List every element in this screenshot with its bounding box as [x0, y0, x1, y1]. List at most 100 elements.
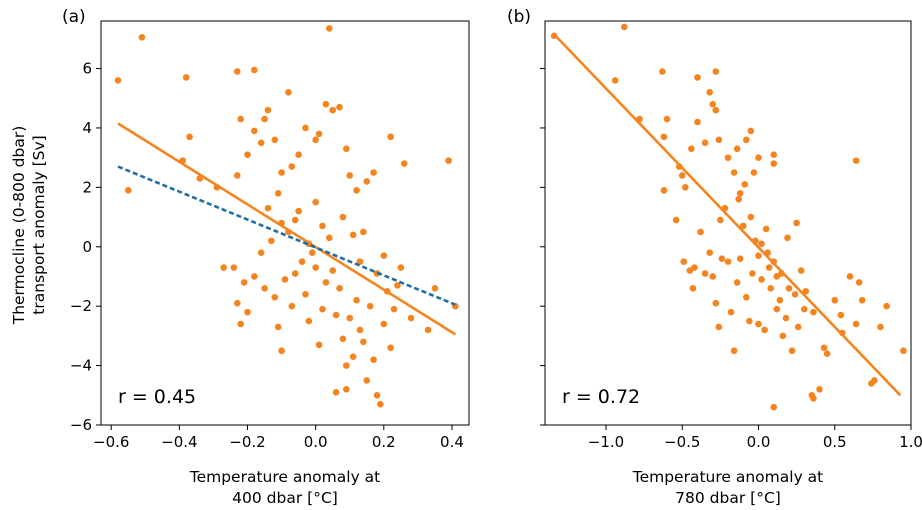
- data-point-a: [349, 231, 357, 239]
- data-point-a: [360, 228, 367, 236]
- data-point-a: [251, 273, 258, 280]
- data-point-b: [724, 154, 732, 161]
- data-point-a: [346, 314, 354, 322]
- data-point-b: [736, 189, 744, 197]
- data-point-b: [739, 222, 747, 230]
- data-point-b: [871, 377, 878, 384]
- y-axis-label: Thermocline (0-800 dbar) transport anoma…: [10, 126, 48, 326]
- data-point-a: [291, 216, 299, 224]
- data-point-b: [823, 350, 831, 358]
- data-point-b: [770, 151, 778, 158]
- data-point-a: [424, 326, 432, 334]
- data-point-b: [797, 267, 805, 274]
- data-point-a: [315, 130, 323, 138]
- data-point-a: [390, 305, 398, 313]
- data-point-a: [268, 237, 275, 245]
- data-point-b: [715, 323, 723, 331]
- data-point-a: [329, 106, 337, 114]
- plot-area-b: −1.0 −0.5 0.0 0.5 1.0 r = 0.72: [540, 20, 922, 451]
- data-point-a: [394, 282, 401, 289]
- data-point-b: [761, 326, 768, 334]
- data-point-b: [773, 305, 781, 313]
- data-point-a: [240, 279, 248, 286]
- data-point-b: [900, 347, 907, 355]
- data-point-a: [264, 106, 272, 114]
- data-point-b: [837, 311, 845, 319]
- data-point-b: [694, 118, 701, 126]
- data-point-a: [302, 290, 309, 298]
- data-point-a: [261, 115, 268, 123]
- y-tick-label-a: −2: [70, 297, 92, 315]
- x-tick-label-a: 0.4: [440, 433, 464, 451]
- data-point-a: [233, 68, 241, 75]
- y-tick-label-a: −4: [70, 357, 92, 375]
- data-point-b: [730, 169, 738, 176]
- x-tick-label-b: −1.0: [588, 433, 624, 451]
- data-point-a: [322, 100, 330, 108]
- data-point-a: [264, 204, 272, 212]
- fit-line-b: [553, 33, 902, 397]
- data-point-b: [709, 273, 717, 280]
- data-point-b: [736, 255, 744, 262]
- x-axis-label-a-line-2: 400 dbar [°C]: [232, 489, 338, 507]
- data-point-a: [353, 187, 360, 194]
- axes-frame-b: [544, 20, 912, 426]
- data-point-a: [244, 308, 251, 316]
- data-point-a: [271, 136, 279, 144]
- data-point-b: [750, 169, 758, 176]
- y-tick-label-a: 6: [82, 60, 92, 78]
- data-point-b: [883, 302, 890, 310]
- data-point-b: [767, 285, 774, 292]
- x-tick-label-b: 0.0: [747, 433, 771, 451]
- data-point-a: [288, 163, 296, 170]
- data-point-b: [846, 273, 854, 280]
- x-tick-label-a: 0.2: [372, 433, 396, 451]
- data-point-a: [343, 145, 350, 153]
- data-point-b: [724, 258, 732, 265]
- data-point-b: [788, 347, 796, 355]
- data-point-b: [758, 276, 765, 283]
- data-point-a: [363, 377, 371, 384]
- data-point-a: [339, 213, 347, 221]
- x-axis-label-b-line-1: Temperature anomaly at: [632, 468, 824, 486]
- data-point-b: [715, 136, 723, 144]
- data-point-a: [339, 335, 347, 343]
- data-point-b: [743, 293, 750, 301]
- data-point-b: [770, 403, 778, 411]
- data-point-b: [800, 305, 808, 313]
- data-point-a: [233, 299, 241, 307]
- data-point-b: [678, 172, 686, 179]
- panel-b: (b) −1.0 −0.5 0.0 0.5 1.0 r = 0.72 Temperatur…: [507, 7, 922, 507]
- data-point-b: [659, 68, 666, 75]
- data-point-b: [765, 264, 773, 271]
- data-point-a: [233, 172, 241, 179]
- data-point-b: [663, 115, 671, 123]
- panel-b-label: (b): [507, 7, 531, 27]
- data-point-a: [251, 127, 258, 135]
- data-point-b: [611, 77, 619, 84]
- correlation-label-b: r = 0.72: [562, 386, 640, 408]
- y-axis-label-line-2: transport anomaly [Sv]: [30, 135, 48, 314]
- data-point-a: [244, 151, 251, 158]
- plot-area-a: −0.6 −0.4 −0.2 0.0 0.2 0.4 −6 −4 −2 0 2 4 6 r = 0.45: [70, 20, 470, 451]
- data-point-b: [706, 249, 713, 257]
- data-point-b: [733, 145, 741, 153]
- data-point-b: [858, 296, 866, 304]
- data-point-b: [831, 296, 839, 304]
- data-point-a: [274, 189, 282, 197]
- data-point-b: [689, 285, 697, 292]
- data-point-a: [366, 302, 374, 310]
- data-point-b: [706, 88, 713, 96]
- data-point-a: [305, 317, 313, 325]
- data-point-a: [356, 258, 364, 265]
- data-point-a: [237, 115, 245, 123]
- y-tick-label-a: −6: [70, 416, 92, 434]
- data-point-b: [727, 308, 735, 316]
- data-point-a: [230, 264, 238, 271]
- data-point-b: [747, 213, 755, 221]
- data-point-a: [315, 341, 323, 349]
- data-point-a: [373, 391, 381, 399]
- data-point-a: [349, 353, 357, 360]
- data-point-a: [407, 314, 415, 322]
- data-point-a: [295, 207, 302, 215]
